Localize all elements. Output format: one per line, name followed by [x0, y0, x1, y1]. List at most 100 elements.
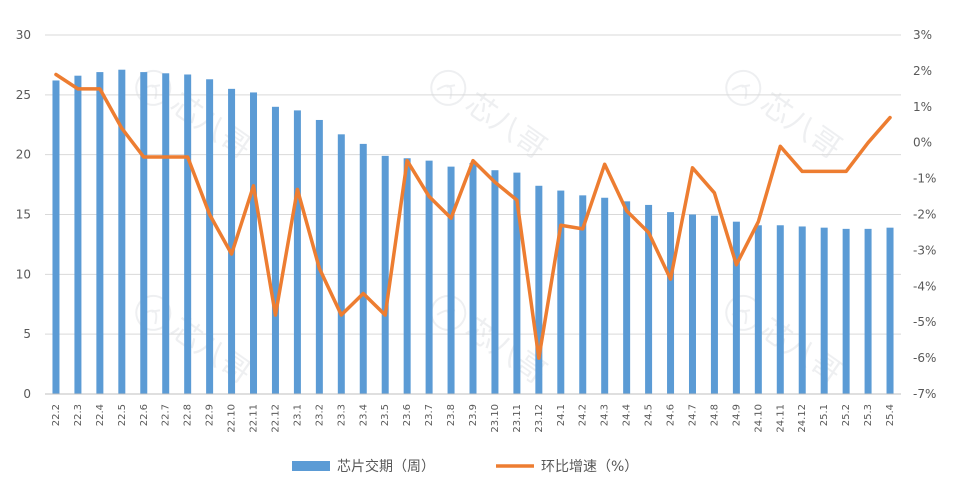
bar: [623, 201, 631, 394]
x-tick-label: 24.10: [753, 404, 764, 433]
x-tick-label: 23.12: [534, 404, 545, 433]
y-right-tick-label: 3%: [913, 28, 932, 42]
bar-series-chip-lead-time: [52, 69, 894, 395]
x-tick-label: 22.4: [95, 404, 106, 426]
left-y-axis: 0 5 10 15 20 25 30: [16, 28, 31, 401]
bar: [184, 74, 192, 395]
bar: [162, 73, 170, 394]
bar: [469, 163, 477, 394]
x-tick-label: 22.2: [51, 404, 62, 426]
bar: [842, 228, 850, 394]
bar: [491, 170, 499, 394]
bar: [293, 110, 301, 394]
x-tick-label: 25.4: [885, 404, 896, 426]
x-tick-label: 24.2: [578, 404, 589, 426]
y-left-tick-label: 0: [23, 387, 31, 401]
bar: [425, 160, 433, 394]
watermark-bird: [436, 84, 456, 100]
y-right-tick-label: 1%: [913, 100, 932, 114]
bar: [315, 119, 323, 395]
watermark-logo: 芯八哥: [135, 69, 258, 166]
line-series-mom-growth: [54, 72, 892, 360]
right-y-axis: -7% -6% -5% -4% -3% -2% -1% 0% 1% 2% 3%: [913, 28, 936, 401]
legend-bar-swatch: [292, 461, 330, 471]
bar: [403, 158, 411, 394]
y-right-tick-label: -2%: [913, 208, 936, 222]
y-right-tick-label: -5%: [913, 315, 936, 329]
x-tick-label: 22.7: [161, 404, 172, 426]
bar: [645, 204, 653, 394]
bar: [140, 72, 148, 394]
bar: [250, 92, 258, 394]
bar: [74, 75, 82, 394]
y-left-tick-label: 10: [16, 267, 31, 281]
x-tick-label: 24.7: [687, 404, 698, 426]
x-tick-label: 24.4: [622, 404, 633, 426]
legend-line-label: 环比增速（%）: [541, 459, 638, 475]
bar: [228, 88, 236, 394]
x-tick-label: 22.6: [139, 404, 150, 426]
bar: [601, 197, 609, 394]
y-right-tick-label: -6%: [913, 351, 936, 365]
x-tick-label: 23.4: [358, 404, 369, 426]
bar: [381, 155, 389, 394]
x-tick-label: 23.2: [314, 404, 325, 426]
x-tick-label: 24.1: [556, 404, 567, 426]
y-left-tick-label: 30: [16, 28, 31, 42]
bar: [710, 215, 718, 394]
bar: [798, 226, 806, 394]
bar: [579, 195, 587, 394]
x-tick-label: 22.12: [270, 404, 281, 433]
x-tick-label: 22.8: [183, 404, 194, 426]
x-tick-label: 22.10: [227, 404, 238, 433]
bar: [820, 227, 828, 394]
x-tick-label: 22.5: [117, 404, 128, 426]
x-axis: 22.2 22.3 22.4 22.5 22.6 22.7 22.8 22.9 22.10 22.…: [45, 393, 901, 433]
x-tick-label: 22.11: [249, 404, 260, 433]
watermark-circle: [725, 69, 762, 106]
bar: [271, 106, 279, 395]
x-tick-label: 24.3: [600, 404, 611, 426]
watermark-circle: [430, 294, 467, 331]
bar: [667, 212, 675, 394]
x-tick-label: 25.2: [841, 404, 852, 426]
x-tick-label: 23.11: [512, 404, 523, 433]
x-tick-label: 23.3: [336, 404, 347, 426]
y-right-tick-label: -4%: [913, 279, 936, 293]
bar: [52, 80, 60, 395]
bar: [447, 166, 455, 394]
bar: [513, 172, 521, 394]
x-tick-label: 25.3: [863, 404, 874, 426]
watermark-logo: 芯八哥: [135, 294, 258, 391]
legend-bar-label: 芯片交期（周）: [337, 458, 435, 475]
x-tick-label: 23.7: [424, 404, 435, 426]
bar: [206, 79, 214, 394]
bar: [688, 214, 696, 394]
y-right-tick-label: 0%: [913, 136, 932, 150]
x-tick-label: 24.9: [731, 404, 742, 426]
bar: [96, 72, 104, 394]
bar: [754, 225, 762, 394]
x-tick-label: 23.10: [490, 404, 501, 433]
x-tick-label: 24.12: [797, 404, 808, 433]
legend: 芯片交期（周） 环比增速（%）: [292, 458, 638, 475]
bar: [118, 69, 126, 394]
x-tick-label: 23.9: [468, 404, 479, 426]
y-right-tick-label: 2%: [913, 64, 932, 78]
bar: [337, 134, 345, 394]
y-right-tick-label: -3%: [913, 243, 936, 257]
x-tick-label: 23.8: [446, 404, 457, 426]
bar: [886, 227, 894, 394]
x-tick-label: 23.6: [402, 404, 413, 426]
x-tick-label: 24.6: [666, 404, 677, 426]
x-tick-label: 25.1: [819, 404, 830, 426]
bar: [732, 221, 740, 394]
bar: [864, 228, 872, 394]
watermark-logo: 芯八哥: [430, 69, 553, 166]
x-tick-label: 22.9: [205, 404, 216, 426]
y-left-tick-label: 15: [16, 208, 31, 222]
bar: [557, 190, 565, 394]
y-left-tick-label: 20: [16, 148, 31, 162]
